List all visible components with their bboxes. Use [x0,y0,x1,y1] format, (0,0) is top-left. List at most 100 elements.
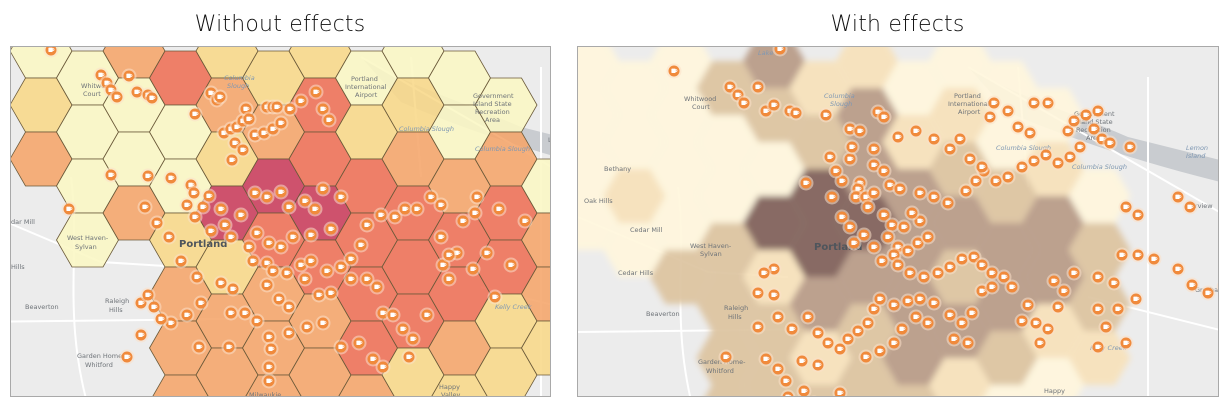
coffee-cup-icon[interactable] [441,247,457,263]
coffee-cup-icon[interactable] [213,275,229,291]
coffee-cup-icon[interactable] [876,109,892,125]
coffee-cup-icon[interactable] [249,313,265,329]
coffee-cup-icon[interactable] [750,285,766,301]
coffee-cup-icon[interactable] [307,201,323,217]
coffee-cup-icon[interactable] [517,213,533,229]
coffee-cup-icon[interactable] [1050,299,1066,315]
coffee-cup-icon[interactable] [179,197,195,213]
coffee-cup-icon[interactable] [908,123,924,139]
coffee-cup-icon[interactable] [770,361,786,377]
coffee-cup-icon[interactable] [876,207,892,223]
coffee-cup-icon[interactable] [1022,125,1038,141]
coffee-cup-icon[interactable] [766,97,782,113]
coffee-cup-icon[interactable] [962,151,978,167]
coffee-cup-icon[interactable] [820,335,836,351]
coffee-cup-icon[interactable] [788,105,804,121]
coffee-cup-icon[interactable] [1014,313,1030,329]
coffee-cup-icon[interactable] [844,139,860,155]
coffee-cup-icon[interactable] [930,265,946,281]
coffee-cup-icon[interactable] [140,168,156,184]
coffee-cup-icon[interactable] [133,327,149,343]
coffee-cup-icon[interactable] [807,395,822,398]
coffee-cup-icon[interactable] [900,243,916,259]
coffee-cup-icon[interactable] [942,141,958,157]
coffee-cup-icon[interactable] [281,299,297,315]
coffee-cup-icon[interactable] [375,359,391,375]
coffee-cup-icon[interactable] [880,229,896,245]
coffee-cup-icon[interactable] [860,199,876,215]
coffee-cup-icon[interactable] [149,215,165,231]
coffee-cup-icon[interactable] [299,319,315,335]
coffee-cup-icon[interactable] [1004,279,1020,295]
coffee-cup-icon[interactable] [982,109,998,125]
coffee-cup-icon[interactable] [263,341,279,357]
coffee-cup-icon[interactable] [321,112,337,128]
coffee-cup-icon[interactable] [140,287,156,303]
coffee-cup-icon[interactable] [958,183,974,199]
coffee-cup-icon[interactable] [902,265,918,281]
coffee-cup-icon[interactable] [315,101,331,117]
coffee-cup-icon[interactable] [241,239,257,255]
coffee-cup-icon[interactable] [842,219,858,235]
coffee-cup-icon[interactable] [884,217,900,233]
coffee-cup-icon[interactable] [405,331,421,347]
coffee-cup-icon[interactable] [1000,103,1016,119]
coffee-cup-icon[interactable] [343,271,359,287]
coffee-cup-icon[interactable] [1090,269,1106,285]
coffee-cup-icon[interactable] [1046,273,1062,289]
coffee-cup-icon[interactable] [397,201,413,217]
coffee-cup-icon[interactable] [323,285,339,301]
coffee-cup-icon[interactable] [311,287,327,303]
coffee-cup-icon[interactable] [191,339,207,355]
coffee-cup-icon[interactable] [912,291,928,307]
coffee-cup-icon[interactable] [984,279,1000,295]
coffee-cup-icon[interactable] [810,357,826,373]
coffee-cup-icon[interactable] [926,131,942,147]
coffee-cup-icon[interactable] [187,209,203,225]
coffee-cup-icon[interactable] [297,193,313,209]
coffee-cup-icon[interactable] [153,311,169,327]
coffee-cup-icon[interactable] [103,167,119,183]
coffee-cup-icon[interactable] [1062,149,1078,165]
coffee-cup-icon[interactable] [119,349,135,365]
coffee-cup-icon[interactable] [866,141,882,157]
coffee-cup-icon[interactable] [798,175,814,191]
coffee-cup-icon[interactable] [996,269,1012,285]
coffee-cup-icon[interactable] [387,209,403,225]
coffee-cup-icon[interactable] [271,291,287,307]
coffee-cup-icon[interactable] [1056,283,1072,299]
coffee-cup-icon[interactable] [1110,301,1126,317]
coffee-cup-icon[interactable] [333,259,349,275]
coffee-cup-icon[interactable] [1090,339,1106,355]
coffee-cup-icon[interactable] [1114,247,1130,263]
coffee-cup-icon[interactable] [261,235,277,251]
coffee-cup-icon[interactable] [409,201,425,217]
coffee-cup-icon[interactable] [261,359,277,375]
coffee-cup-icon[interactable] [984,265,1000,281]
coffee-cup-icon[interactable] [850,323,866,339]
coffee-cup-icon[interactable] [1078,107,1094,123]
coffee-cup-icon[interactable] [282,101,298,117]
coffee-cup-icon[interactable] [860,315,876,331]
coffee-cup-icon[interactable] [840,331,856,347]
coffee-cup-icon[interactable] [952,131,968,147]
coffee-cup-icon[interactable] [1028,315,1044,331]
coffee-cup-icon[interactable] [912,185,928,201]
coffee-cup-icon[interactable] [203,223,219,239]
coffee-cup-icon[interactable] [323,221,339,237]
coffee-cup-icon[interactable] [235,142,251,158]
coffee-cup-icon[interactable] [832,341,848,357]
coffee-cup-icon[interactable] [900,293,916,309]
coffee-cup-icon[interactable] [832,385,848,398]
coffee-cup-icon[interactable] [784,321,800,337]
coffee-cup-icon[interactable] [281,199,297,215]
coffee-cup-icon[interactable] [265,263,281,279]
coffee-cup-icon[interactable] [121,68,137,84]
coffee-cup-icon[interactable] [419,307,435,323]
coffee-cup-icon[interactable] [279,265,295,281]
coffee-cup-icon[interactable] [315,315,331,331]
coffee-cup-icon[interactable] [308,84,324,100]
coffee-cup-icon[interactable] [259,277,275,293]
coffee-cup-icon[interactable] [872,291,888,307]
coffee-cup-icon[interactable] [315,181,331,197]
